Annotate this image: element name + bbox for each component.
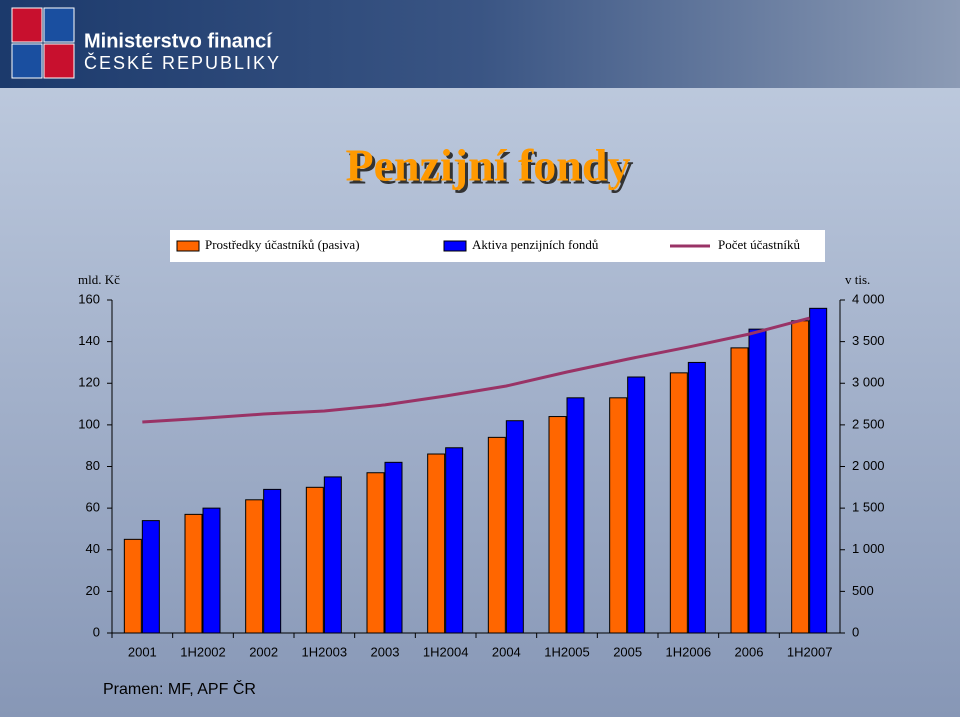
bar (566, 397, 585, 634)
y-tick-label: 20 (86, 583, 100, 598)
legend-swatch (443, 240, 467, 252)
title-shadow: Penzijní fondy (349, 143, 634, 194)
bar (505, 420, 524, 634)
x-tick-label: 1H2002 (180, 644, 226, 659)
y-tick-label: 60 (86, 500, 100, 515)
x-tick-label: 2005 (613, 644, 642, 659)
x-tick-label: 2006 (735, 644, 764, 659)
x-tick-label: 1H2007 (787, 644, 833, 659)
bar (323, 476, 342, 634)
bar (669, 372, 688, 634)
bar (305, 486, 324, 634)
x-tick-label: 1H2003 (302, 644, 348, 659)
legend-label: Počet účastníků (718, 237, 800, 252)
logo (11, 7, 75, 79)
y2-tick-label: 500 (852, 583, 874, 598)
x-tick-label: 2001 (128, 644, 157, 659)
y-tick-label: 40 (86, 541, 100, 556)
y-tick-label: 80 (86, 458, 100, 473)
y2-tick-label: 0 (852, 624, 859, 639)
bar (245, 499, 264, 634)
bar (263, 488, 282, 634)
bar (687, 361, 706, 634)
y-axis-label: mld. Kč (78, 272, 120, 287)
y-tick-label: 120 (78, 375, 100, 390)
bar (730, 347, 749, 634)
y2-tick-label: 1 000 (852, 541, 885, 556)
country: ČESKÉ REPUBLIKY (84, 52, 281, 73)
y2-tick-label: 3 000 (852, 375, 885, 390)
bar (791, 320, 810, 634)
bar (202, 507, 221, 634)
chart-title: Penzijní fondy (346, 140, 631, 191)
y-tick-label: 0 (93, 624, 100, 639)
bar (548, 416, 567, 634)
y2-tick-label: 2 000 (852, 458, 885, 473)
x-tick-label: 1H2005 (544, 644, 590, 659)
x-tick-label: 2003 (371, 644, 400, 659)
legend-swatch (176, 240, 200, 252)
x-tick-label: 2004 (492, 644, 521, 659)
x-tick-label: 2002 (249, 644, 278, 659)
x-tick-label: 1H2006 (666, 644, 712, 659)
y2-axis-label: v tis. (845, 272, 870, 287)
legend-label: Aktiva penzijních fondů (472, 237, 599, 252)
source: Pramen: MF, APF ČR (103, 679, 256, 698)
ministry: Ministerstvo financí (84, 30, 273, 52)
bar (184, 513, 203, 634)
bar (141, 520, 160, 634)
bar (487, 436, 506, 634)
bar (748, 328, 767, 634)
bar (809, 307, 828, 634)
legend-label: Prostředky účastníků (pasiva) (205, 237, 360, 252)
y2-tick-label: 2 500 (852, 416, 885, 431)
y-tick-label: 140 (78, 333, 100, 348)
bar (627, 376, 646, 634)
header-band (0, 0, 960, 88)
legend-box (170, 230, 825, 262)
bar (609, 397, 628, 634)
bar (445, 447, 464, 634)
y2-tick-label: 4 000 (852, 291, 885, 306)
y2-tick-label: 1 500 (852, 500, 885, 515)
bar (366, 472, 385, 634)
bar (427, 453, 446, 634)
y-tick-label: 160 (78, 291, 100, 306)
y-tick-label: 100 (78, 416, 100, 431)
line (142, 316, 811, 424)
x-tick-label: 1H2004 (423, 644, 469, 659)
bar (384, 461, 403, 634)
bar (123, 538, 142, 634)
y2-tick-label: 3 500 (852, 333, 885, 348)
